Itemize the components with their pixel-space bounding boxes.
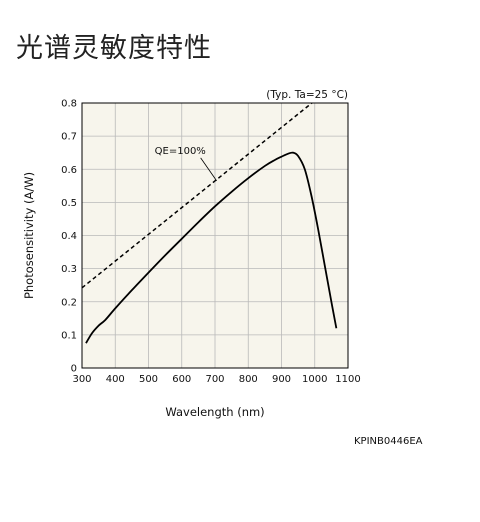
qe-100-annotation: QE=100%	[155, 146, 206, 157]
x-tick-label: 300	[72, 374, 91, 385]
photosensitivity-curve	[85, 151, 338, 344]
qe-100-line	[82, 103, 314, 289]
x-tick-label: 500	[139, 374, 158, 385]
measurement-condition: (Typ. Ta=25 °C)	[266, 89, 348, 101]
annotation-leader-line	[200, 157, 217, 182]
x-tick-label: 600	[172, 374, 191, 385]
x-axis-label: Wavelength (nm)	[165, 405, 264, 419]
series-layer	[82, 103, 338, 344]
y-tick-label: 0.3	[61, 264, 77, 275]
y-tick-label: 0.2	[61, 297, 77, 308]
y-tick-label: 0.5	[61, 198, 77, 209]
y-axis-label: Photosensitivity (A/W)	[22, 172, 36, 299]
y-tick-label: 0.7	[61, 132, 77, 143]
x-tick-label: 700	[205, 374, 224, 385]
annotations: QE=100%	[155, 146, 217, 182]
x-tick-label: 1000	[302, 374, 327, 385]
y-tick-label: 0.4	[61, 231, 77, 242]
grid-lines	[81, 102, 349, 369]
x-tick-label: 400	[106, 374, 125, 385]
x-tick-label: 1100	[335, 374, 360, 385]
y-tick-label: 0	[71, 364, 77, 375]
x-tick-label: 900	[272, 374, 291, 385]
y-tick-label: 0.8	[61, 99, 77, 110]
y-tick-label: 0.6	[61, 165, 77, 176]
tick-labels: 300 400 500 600 700 800 900 1000 1100 0 0.1 0.2 0.3 0…	[61, 99, 361, 386]
x-tick-label: 800	[239, 374, 258, 385]
page-title: 光谱灵敏度特性	[16, 33, 212, 64]
figure-code: KPINB0446EA	[354, 436, 423, 447]
y-tick-label: 0.1	[61, 330, 77, 341]
plot-frame	[81, 102, 349, 369]
